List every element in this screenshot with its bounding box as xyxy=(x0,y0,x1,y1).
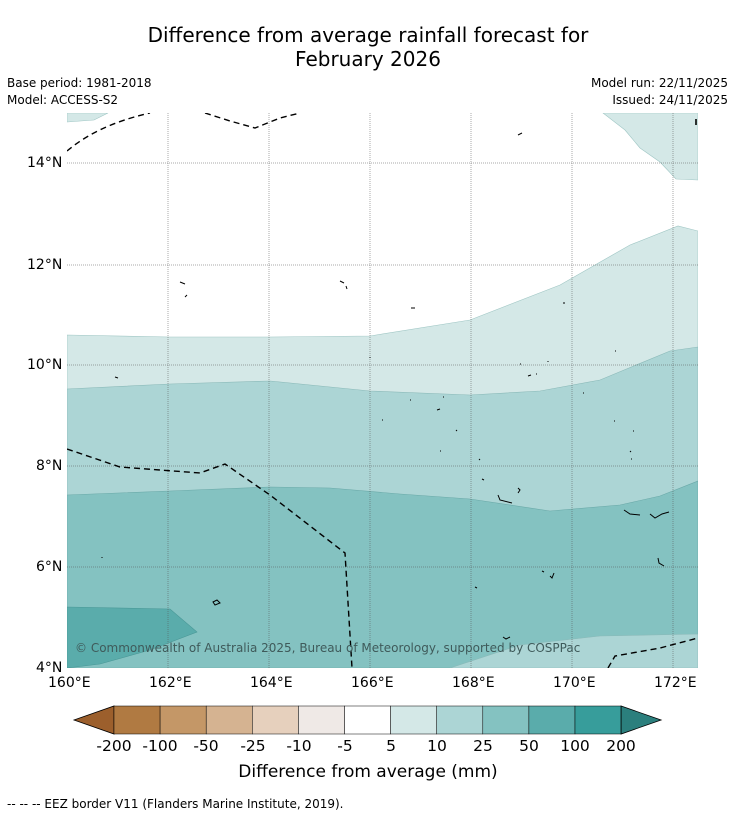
eez-legend-note: -- -- -- EEZ border V11 (Flanders Marine… xyxy=(7,797,344,811)
lat-label-10n: 10°N xyxy=(27,357,63,373)
colorbar-label: 5 xyxy=(386,737,396,755)
colorbar-label: 25 xyxy=(473,737,493,755)
lat-label-12n: 12°N xyxy=(27,257,63,273)
contour-band-10-25-bottom-right xyxy=(449,633,698,668)
lon-label-160e: 160°E xyxy=(48,675,91,691)
model-run-text: Model run: 22/11/2025 xyxy=(590,76,728,90)
map-title-line1: Difference from average rainfall forecas… xyxy=(147,23,589,47)
lon-label-172e: 172°E xyxy=(654,675,697,691)
lon-label-166e: 166°E xyxy=(351,675,394,691)
colorbar-label: -100 xyxy=(142,737,178,755)
colorbar-label: 200 xyxy=(606,737,636,755)
issued-text: Issued: 24/11/2025 xyxy=(612,93,728,107)
base-period-text: Base period: 1981-2018 xyxy=(7,76,152,90)
colorbar-segment xyxy=(528,705,576,735)
colorbar-label: -10 xyxy=(286,737,312,755)
contour-band-5-10-top-right xyxy=(602,113,698,181)
lon-label-164e: 164°E xyxy=(250,675,293,691)
colorbar-title: Difference from average (mm) xyxy=(238,762,498,782)
colorbar-segment xyxy=(252,705,299,735)
colorbar-segment xyxy=(344,705,391,735)
contour-band-50-100 xyxy=(67,606,198,668)
colorbar-label: 50 xyxy=(519,737,539,755)
graticule xyxy=(67,113,698,668)
colorbar-label: -25 xyxy=(240,737,266,755)
lat-label-8n: 8°N xyxy=(36,458,63,474)
colorbar-segment xyxy=(205,705,253,735)
colorbar-label: 100 xyxy=(560,737,590,755)
colorbar-extend-low xyxy=(72,705,115,735)
lon-label-168e: 168°E xyxy=(452,675,495,691)
lat-label-6n: 6°N xyxy=(36,559,63,575)
colorbar-label: -200 xyxy=(96,737,132,755)
copyright-text: © Commonwealth of Australia 2025, Bureau… xyxy=(75,641,581,655)
colorbar-extend-high xyxy=(620,705,663,735)
colorbar-label: -50 xyxy=(193,737,219,755)
colorbar-label: 10 xyxy=(427,737,447,755)
contour-band-25-50 xyxy=(67,480,698,668)
lat-label-14n: 14°N xyxy=(27,155,63,171)
map-title-line2: February 2026 xyxy=(295,47,441,71)
lon-label-162e: 162°E xyxy=(149,675,192,691)
colorbar-segment xyxy=(574,705,622,735)
colorbar-segment xyxy=(482,705,530,735)
colorbar-segment xyxy=(436,705,484,735)
model-text: Model: ACCESS-S2 xyxy=(7,93,119,107)
lat-label-4n: 4°N xyxy=(36,660,63,676)
colorbar-segment xyxy=(113,705,161,735)
colorbar-segment xyxy=(159,705,207,735)
islands xyxy=(101,132,670,640)
colorbar-segment xyxy=(390,705,437,735)
contour-band-5-10-top-left xyxy=(67,113,109,123)
eez-border xyxy=(67,113,698,668)
colorbar-label: -5 xyxy=(337,737,353,755)
colorbar-segment xyxy=(298,705,345,735)
lon-label-170e: 170°E xyxy=(553,675,596,691)
